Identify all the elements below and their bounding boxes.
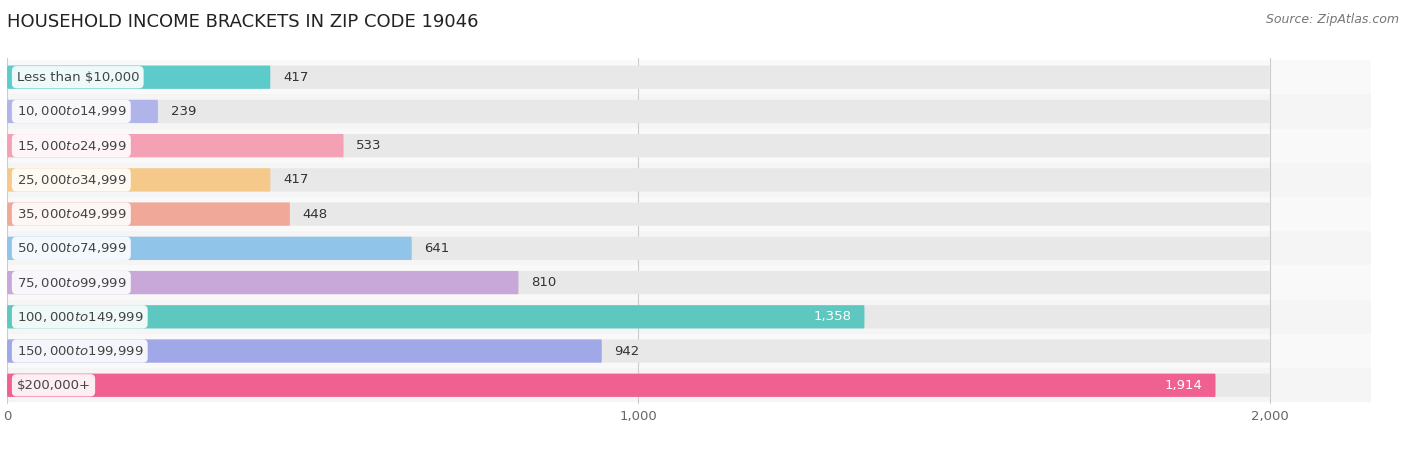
FancyBboxPatch shape [7, 100, 157, 123]
Text: $100,000 to $149,999: $100,000 to $149,999 [17, 310, 143, 324]
FancyBboxPatch shape [7, 339, 1270, 363]
FancyBboxPatch shape [7, 237, 1270, 260]
Bar [7, 368, 1371, 402]
Text: 942: 942 [614, 344, 640, 357]
Text: 417: 417 [283, 173, 308, 186]
Bar [7, 265, 1371, 299]
Bar [7, 163, 1371, 197]
Text: $10,000 to $14,999: $10,000 to $14,999 [17, 105, 127, 119]
Text: 1,914: 1,914 [1166, 379, 1204, 392]
FancyBboxPatch shape [7, 100, 1270, 123]
Text: $150,000 to $199,999: $150,000 to $199,999 [17, 344, 143, 358]
FancyBboxPatch shape [7, 237, 412, 260]
FancyBboxPatch shape [7, 305, 865, 329]
FancyBboxPatch shape [7, 305, 1270, 329]
Text: 810: 810 [531, 276, 557, 289]
Text: HOUSEHOLD INCOME BRACKETS IN ZIP CODE 19046: HOUSEHOLD INCOME BRACKETS IN ZIP CODE 19… [7, 13, 478, 31]
FancyBboxPatch shape [7, 374, 1216, 397]
FancyBboxPatch shape [7, 271, 519, 294]
Text: $75,000 to $99,999: $75,000 to $99,999 [17, 276, 127, 290]
Bar [7, 334, 1371, 368]
Text: Source: ZipAtlas.com: Source: ZipAtlas.com [1265, 13, 1399, 26]
Text: 533: 533 [356, 139, 381, 152]
FancyBboxPatch shape [7, 202, 290, 226]
Text: $50,000 to $74,999: $50,000 to $74,999 [17, 242, 127, 255]
Bar [7, 94, 1371, 128]
Bar [7, 128, 1371, 163]
Text: $15,000 to $24,999: $15,000 to $24,999 [17, 139, 127, 153]
FancyBboxPatch shape [7, 168, 1270, 192]
FancyBboxPatch shape [7, 339, 602, 363]
Text: 641: 641 [425, 242, 450, 255]
FancyBboxPatch shape [7, 202, 1270, 226]
Text: $200,000+: $200,000+ [17, 379, 90, 392]
Text: Less than $10,000: Less than $10,000 [17, 70, 139, 84]
FancyBboxPatch shape [7, 134, 1270, 157]
Text: $25,000 to $34,999: $25,000 to $34,999 [17, 173, 127, 187]
FancyBboxPatch shape [7, 168, 270, 192]
FancyBboxPatch shape [7, 374, 1270, 397]
Bar [7, 231, 1371, 265]
Bar [7, 197, 1371, 231]
Text: $35,000 to $49,999: $35,000 to $49,999 [17, 207, 127, 221]
Text: 239: 239 [170, 105, 195, 118]
FancyBboxPatch shape [7, 134, 343, 157]
FancyBboxPatch shape [7, 66, 270, 89]
Bar [7, 60, 1371, 94]
Text: 417: 417 [283, 70, 308, 84]
Text: 448: 448 [302, 207, 328, 220]
FancyBboxPatch shape [7, 66, 1270, 89]
FancyBboxPatch shape [7, 271, 1270, 294]
Text: 1,358: 1,358 [814, 310, 852, 323]
Bar [7, 299, 1371, 334]
